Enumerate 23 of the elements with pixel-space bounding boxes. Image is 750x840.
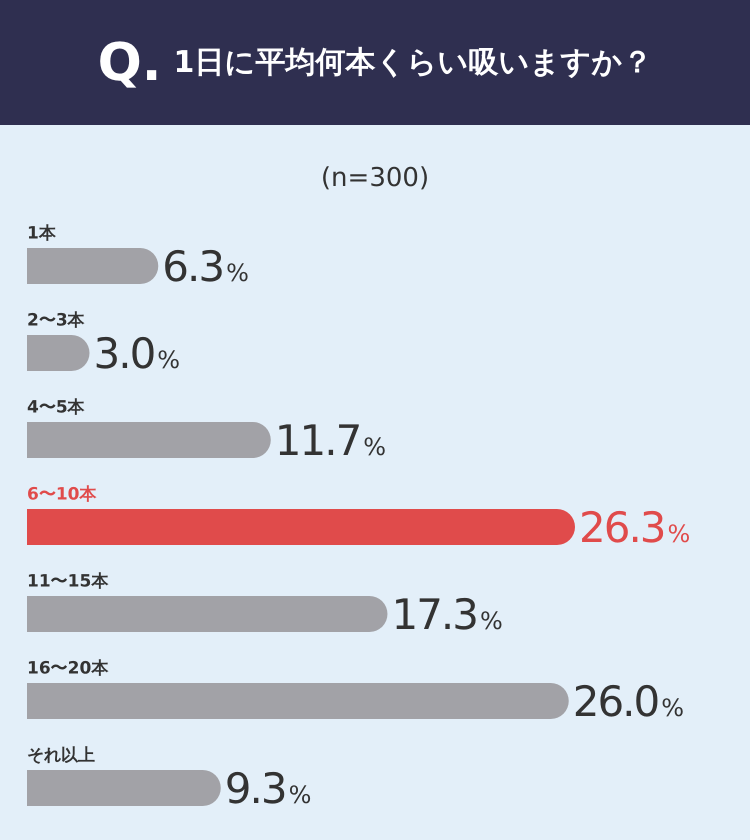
data-label: 9.3% <box>224 764 312 813</box>
y-tick-label: 16〜20本 <box>27 658 110 678</box>
data-label: 26.3% <box>579 503 690 552</box>
y-tick-label: 1本 <box>27 224 57 244</box>
y-tick-label: 4〜5本 <box>27 398 86 418</box>
y-tick-label: 2〜3本 <box>27 310 86 330</box>
y-tick-label: それ以上 <box>27 746 95 766</box>
y-tick-label: 6〜10本 <box>27 484 98 504</box>
bar <box>27 770 221 806</box>
data-label: 11.7% <box>274 416 386 465</box>
chart-subtitle: (n=300) <box>320 163 430 195</box>
y-tick-label: 11〜15本 <box>27 572 110 592</box>
bar <box>27 596 388 632</box>
data-label: 26.0% <box>572 677 684 726</box>
bar <box>27 248 158 284</box>
data-label: 17.3% <box>391 590 503 639</box>
bar <box>27 683 569 719</box>
bar <box>27 422 271 458</box>
chart-title: Q. 1日に平均何本くらい吸いますか？ <box>98 32 652 92</box>
data-label: 6.3% <box>162 242 249 291</box>
bar <box>27 509 575 545</box>
bar <box>27 335 90 371</box>
data-label: 3.0% <box>94 329 180 378</box>
